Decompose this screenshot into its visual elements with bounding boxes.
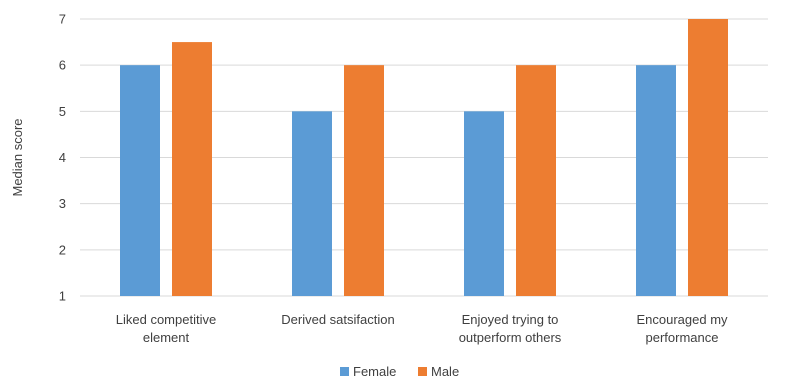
legend-label-female: Female	[353, 364, 396, 379]
bar-female-0	[120, 65, 160, 297]
y-tick-label: 2	[59, 242, 66, 257]
x-tick-label: Enjoyed trying to	[462, 312, 559, 327]
y-tick-label: 7	[59, 12, 66, 27]
y-tick-label: 3	[59, 196, 66, 211]
bar-male-0	[172, 42, 212, 297]
x-tick-label: Encouraged my	[636, 312, 728, 327]
bar-male-3	[688, 19, 728, 296]
x-tick-label: element	[143, 330, 190, 345]
y-axis-label: Median score	[10, 118, 25, 196]
bar-male-1	[344, 65, 384, 297]
bar-male-2	[516, 65, 556, 297]
x-tick-label: outperform others	[459, 330, 562, 345]
bar-female-3	[636, 65, 676, 297]
x-tick-label: Derived satsifaction	[281, 312, 394, 327]
y-tick-label: 6	[59, 58, 66, 73]
bar-female-1	[292, 111, 332, 296]
y-tick-label: 4	[59, 150, 66, 165]
y-tick-label: 1	[59, 289, 66, 304]
legend-swatch-female	[340, 367, 349, 376]
x-tick-label: performance	[646, 330, 719, 345]
x-tick-label: Liked competitive	[116, 312, 216, 327]
legend-label-male: Male	[431, 364, 459, 379]
bar-female-2	[464, 111, 504, 296]
y-tick-label: 5	[59, 104, 66, 119]
legend-swatch-male	[418, 367, 427, 376]
